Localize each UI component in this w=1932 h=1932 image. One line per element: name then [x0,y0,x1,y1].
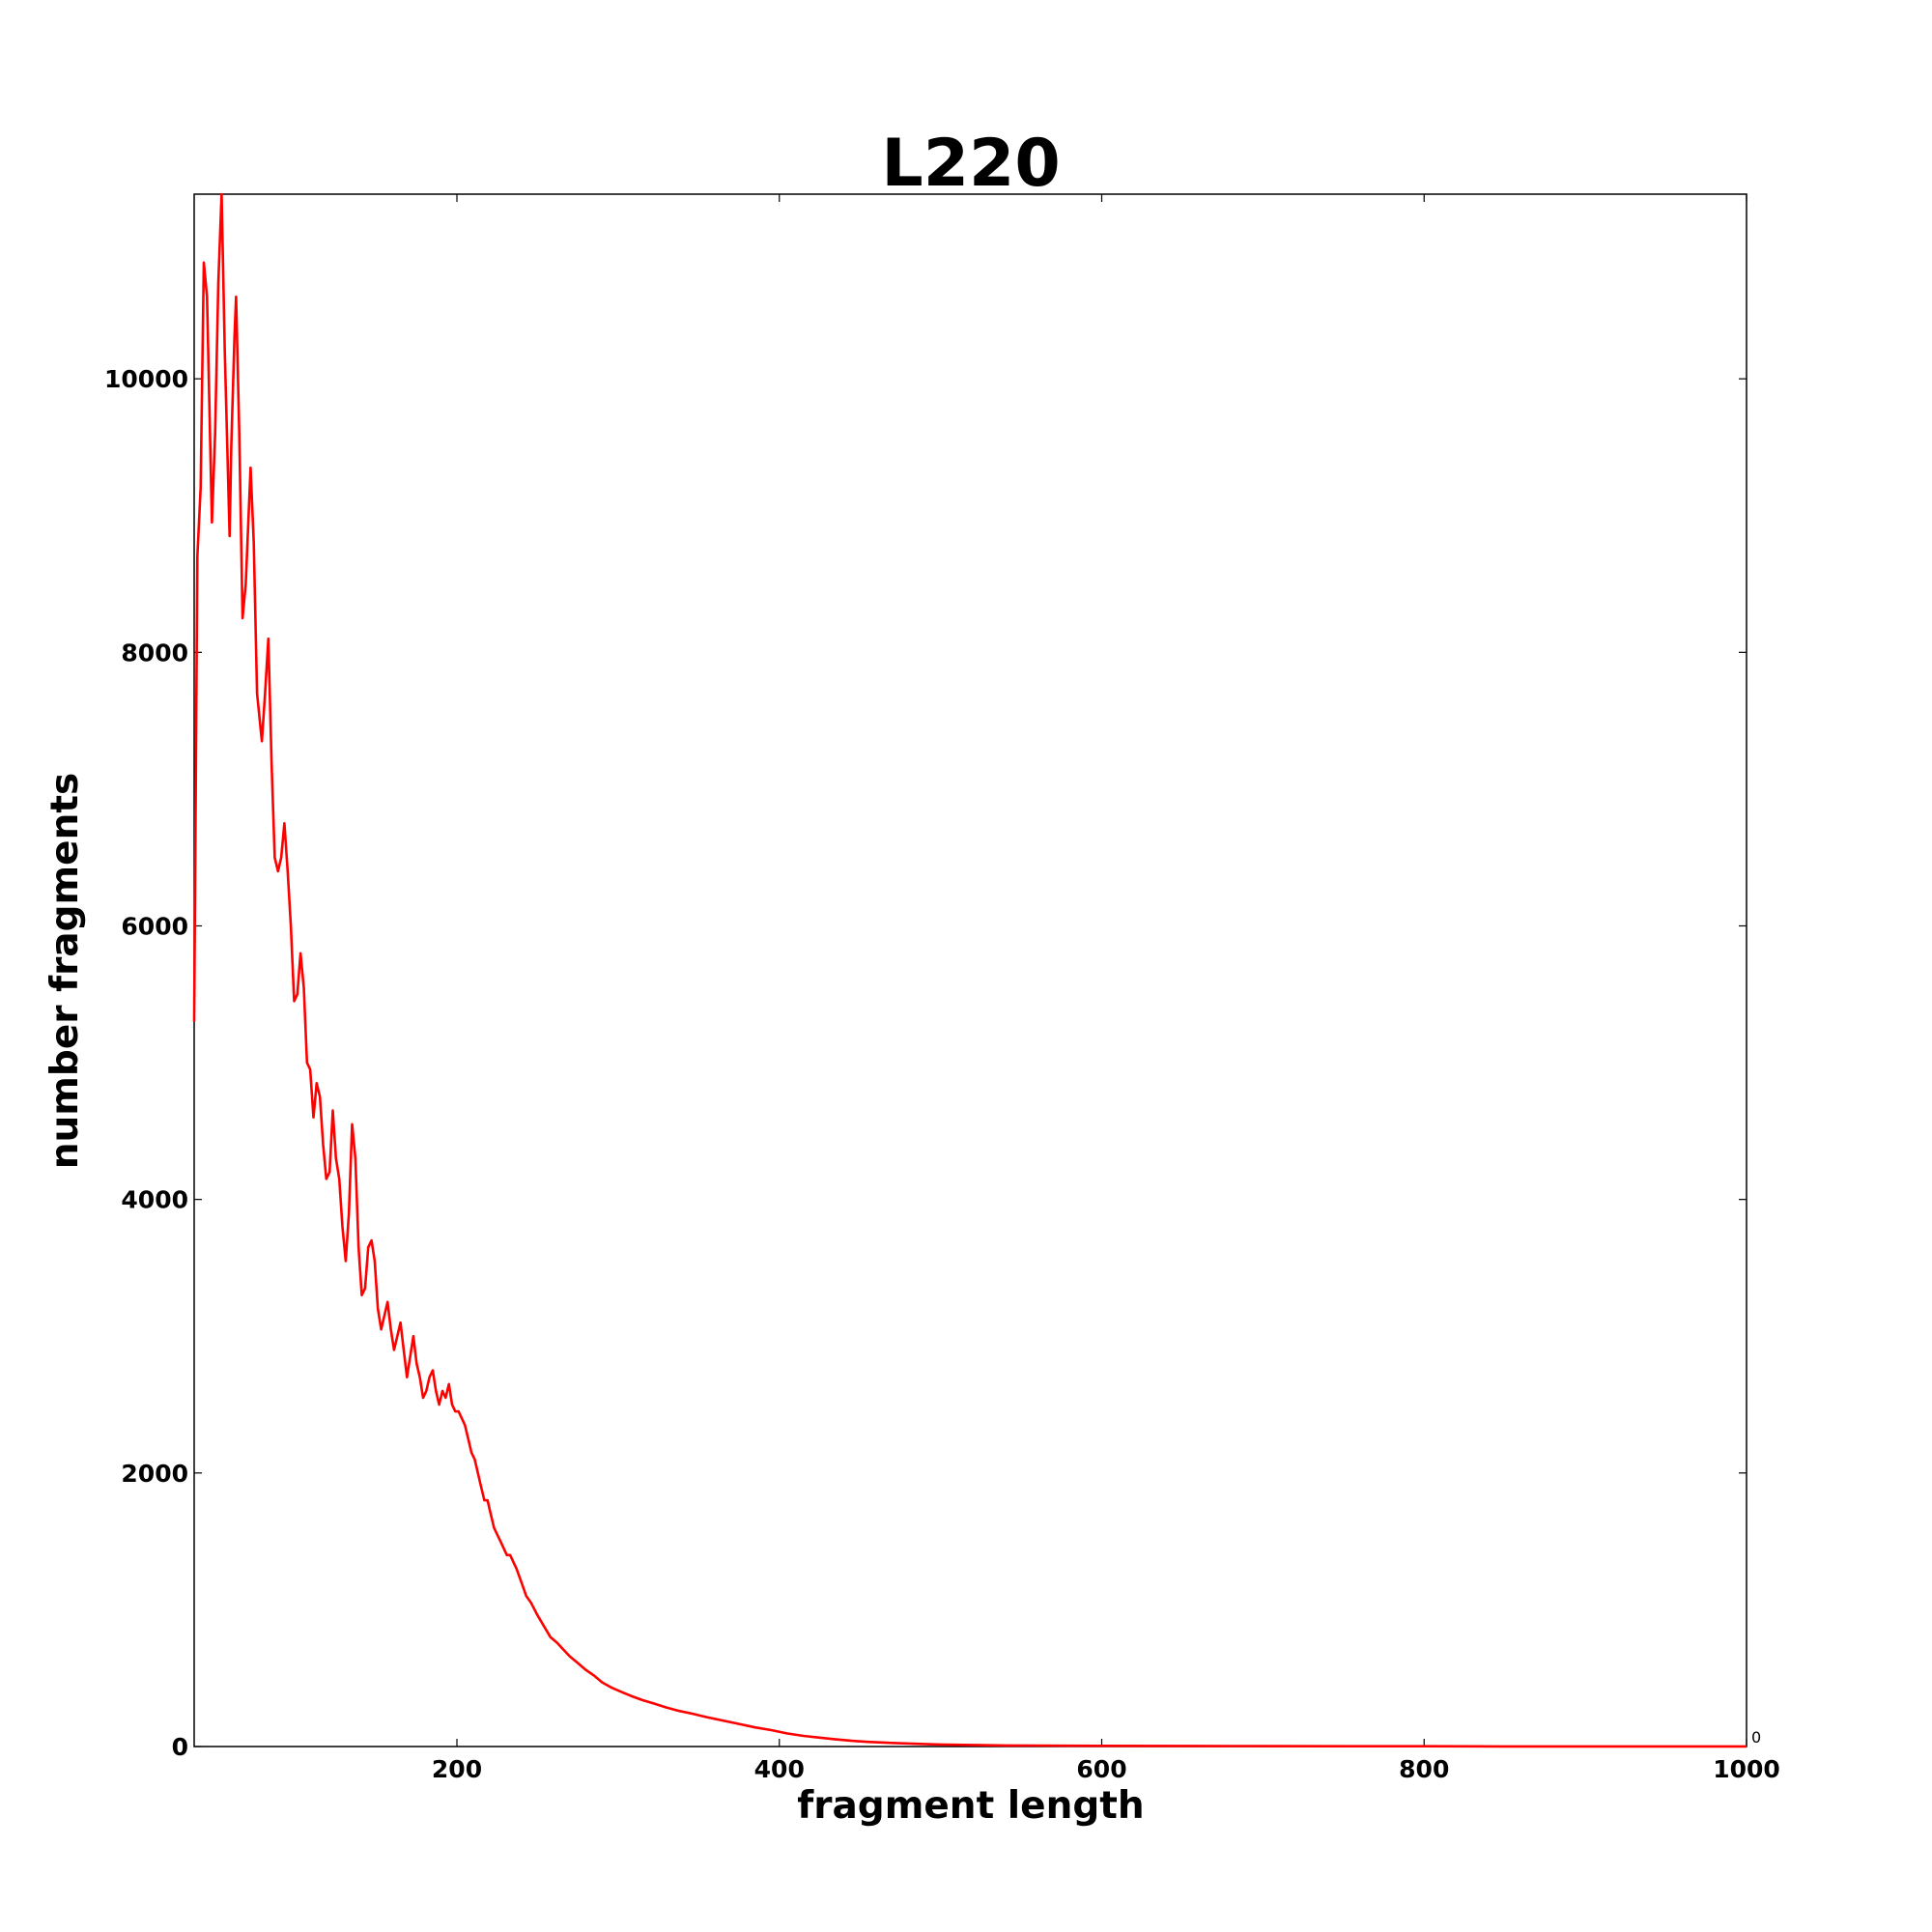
x-tick-label: 200 [432,1755,482,1783]
chart-title: L220 [881,126,1060,202]
y-tick-label: 0 [172,1733,188,1761]
corner-offset-label: 0 [1751,1728,1761,1747]
series [192,192,1747,1748]
plot-frame [193,193,1747,1747]
y-tick-label: 10000 [104,365,188,393]
y-tick-label: 4000 [121,1186,188,1214]
y-tick-label: 8000 [121,639,188,667]
y-axis-label: number fragments [43,773,87,1170]
y-tick-label: 6000 [121,912,188,940]
y-tick-label: 2000 [121,1460,188,1488]
x-tick-label: 800 [1399,1755,1449,1783]
series-line [192,192,1747,1748]
x-axis-label: fragment length [797,1784,1144,1828]
x-tick-label: 400 [754,1755,805,1783]
x-tick-label: 600 [1076,1755,1126,1783]
x-tick-label: 1000 [1713,1755,1780,1783]
